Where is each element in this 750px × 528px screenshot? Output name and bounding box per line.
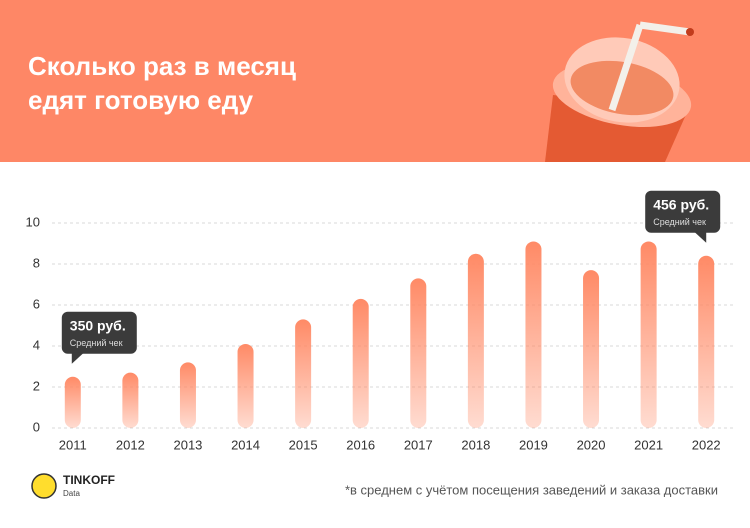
x-tick-label: 2013	[173, 437, 202, 452]
callout-tail	[71, 352, 84, 364]
bar	[352, 298, 369, 428]
brand-logo: TINKOFF Data	[31, 473, 115, 499]
callout: 456 руб. Средний чек	[645, 190, 721, 243]
x-tick-label: 2012	[116, 437, 145, 452]
y-tick-label: 4	[33, 337, 40, 352]
callout-label: Средний чек	[653, 217, 706, 227]
callout-box	[61, 311, 137, 354]
x-tick-label: 2020	[577, 437, 606, 452]
x-tick-label: 2015	[289, 437, 318, 452]
x-tick-label: 2021	[634, 437, 663, 452]
x-tick-label: 2017	[404, 437, 433, 452]
bar	[525, 241, 542, 428]
bar	[179, 362, 196, 428]
y-tick-label: 6	[33, 296, 40, 311]
bar	[122, 372, 139, 428]
x-tick-label: 2016	[346, 437, 375, 452]
x-tick-label: 2011	[59, 437, 87, 452]
brand-name: TINKOFF	[63, 473, 115, 487]
y-tick-label: 2	[33, 378, 40, 393]
x-tick-label: 2022	[692, 437, 721, 452]
bar	[295, 319, 312, 428]
x-tick-label: 2014	[231, 437, 260, 452]
callout-value: 350 руб.	[70, 317, 126, 333]
bar	[237, 343, 254, 428]
footnote: *в среднем с учётом посещения заведений …	[345, 482, 718, 497]
callout-tail	[694, 231, 707, 243]
bar	[583, 270, 600, 428]
y-tick-label: 10	[26, 214, 40, 229]
chart-title: Сколько раз в месяц едят готовую еду	[28, 51, 296, 115]
callout-label: Средний чек	[70, 338, 123, 348]
y-tick-label: 8	[33, 255, 40, 270]
callout-box	[645, 190, 721, 233]
bar	[640, 241, 657, 428]
x-tick-label: 2019	[519, 437, 548, 452]
callout-value: 456 руб.	[653, 197, 709, 213]
bar	[410, 278, 427, 428]
bar	[698, 255, 715, 428]
cup-illustration	[545, 21, 694, 162]
x-tick-label: 2018	[461, 437, 490, 452]
callout: 350 руб. Средний чек	[61, 311, 137, 364]
bar	[467, 253, 484, 428]
bar	[64, 376, 81, 428]
brand-sub: Data	[63, 489, 80, 498]
y-tick-label: 0	[33, 419, 40, 434]
